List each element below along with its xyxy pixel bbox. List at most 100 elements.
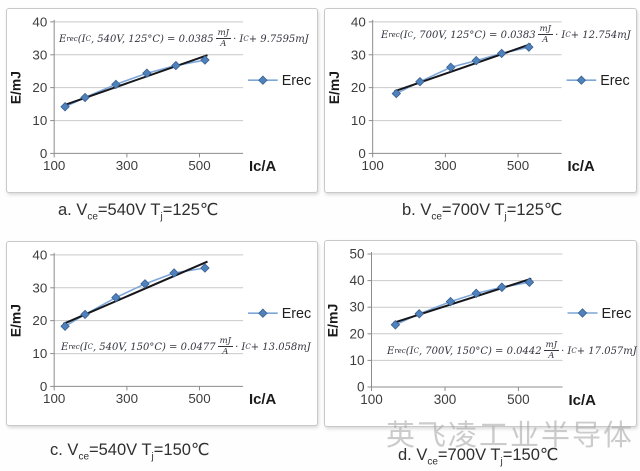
trendline — [393, 277, 532, 324]
y-axis-title: E/mJ — [8, 304, 24, 337]
y-tick-label: 10 — [349, 353, 364, 368]
x-tick-label: 100 — [43, 158, 65, 173]
y-tick-label: 50 — [349, 247, 364, 262]
data-point-marker — [446, 62, 456, 72]
x-axis-title: Ic/A — [249, 392, 276, 408]
y-axis-title: E/mJ — [325, 304, 341, 337]
caption-c: c. Vce=540V Tj=150℃ — [50, 441, 210, 463]
legend-label: Erec — [282, 73, 311, 89]
chart-a: 0 10 20 30 40 100 300 500 E/mJ Ic/A Erec — [7, 9, 317, 192]
legend-label: Erec — [600, 73, 629, 89]
data-point-marker — [471, 55, 481, 66]
y-tick-label: 40 — [32, 247, 47, 262]
legend: Erec — [567, 306, 632, 322]
legend: Erec — [248, 73, 311, 89]
data-point-marker — [169, 268, 179, 278]
y-tick-label: 20 — [349, 326, 364, 341]
y-tick-label: 30 — [349, 300, 364, 315]
x-tick-label: 300 — [116, 391, 138, 406]
erec-series-line — [395, 281, 530, 326]
trendline — [394, 43, 532, 93]
data-point-marker — [80, 92, 90, 103]
data-point-marker — [200, 55, 210, 65]
data-point-marker — [142, 68, 152, 78]
data-point-marker — [80, 309, 90, 320]
y-tick-label: 30 — [351, 47, 366, 62]
legend-marker — [577, 308, 588, 318]
x-tick-label: 500 — [188, 158, 210, 173]
caption-a: a. Vce=540V Tj=125℃ — [58, 201, 219, 223]
data-point-marker — [60, 321, 70, 331]
chart-svg: 0 10 20 30 40 50 100 300 500 E/mJ Ic/A Erec — [325, 247, 632, 410]
data-point-marker — [415, 76, 425, 87]
data-point-marker — [524, 277, 535, 287]
x-axis-title: Ic/A — [568, 159, 595, 175]
y-tick-label: 10 — [32, 113, 47, 128]
legend-label: Erec — [602, 306, 632, 322]
data-point-marker — [111, 79, 121, 90]
legend-marker — [576, 75, 587, 85]
y-tick-label: 0 — [40, 146, 47, 161]
data-point-marker — [497, 282, 507, 293]
x-tick-label: 300 — [434, 158, 456, 173]
data-point-marker — [140, 279, 150, 289]
data-point-marker — [445, 296, 456, 307]
y-tick-label: 40 — [349, 273, 364, 288]
caption-d: d. Vce=700V Tj=150℃ — [398, 446, 559, 468]
y-tick-label: 30 — [32, 47, 47, 62]
y-tick-label: 10 — [351, 113, 366, 128]
erec-series-line — [395, 46, 530, 95]
y-axis-title: E/mJ — [326, 71, 342, 104]
x-tick-label: 500 — [507, 158, 529, 173]
caption-b: b. Vce=700V Tj=125℃ — [402, 201, 563, 223]
data-point-marker — [496, 48, 507, 59]
y-tick-label: 0 — [357, 380, 365, 395]
y-tick-label: 0 — [358, 146, 365, 161]
chart-svg: 0 10 20 30 40 100 300 500 E/mJ Ic/A Erec — [326, 14, 630, 175]
data-point-marker — [471, 288, 481, 299]
x-axis-title: Ic/A — [249, 159, 276, 175]
y-tick-label: 0 — [40, 379, 47, 394]
x-tick-label: 300 — [116, 158, 138, 173]
y-tick-label: 20 — [351, 80, 366, 95]
y-tick-label: 30 — [32, 280, 47, 295]
data-point-marker — [414, 309, 425, 319]
legend-marker — [258, 75, 268, 85]
data-point-marker — [111, 292, 121, 303]
data-point-marker — [200, 263, 210, 273]
x-tick-label: 500 — [188, 391, 210, 406]
data-point-marker — [390, 320, 401, 330]
y-tick-label: 20 — [32, 313, 47, 328]
x-axis-title: Ic/A — [569, 392, 597, 409]
chart-c: 0 10 20 30 40 100 300 500 E/mJ Ic/A Erec — [7, 242, 317, 425]
y-tick-label: 20 — [32, 80, 47, 95]
y-tick-label: 40 — [32, 14, 47, 29]
legend: Erec — [248, 306, 311, 322]
data-point-marker — [391, 88, 402, 99]
y-axis-title: E/mJ — [8, 71, 24, 104]
chart-d: 0 10 20 30 40 50 100 300 500 E/mJ Ic/A Erec — [325, 241, 636, 426]
data-point-marker — [524, 42, 534, 52]
x-tick-label: 300 — [434, 392, 457, 407]
legend-label: Erec — [282, 306, 311, 322]
chart-svg: 0 10 20 30 40 100 300 500 E/mJ Ic/A Erec — [8, 247, 312, 408]
legend: Erec — [566, 73, 630, 89]
x-tick-label: 100 — [43, 391, 65, 406]
chart-svg: 0 10 20 30 40 100 300 500 E/mJ Ic/A Erec — [8, 14, 312, 175]
legend-marker — [258, 308, 268, 318]
x-tick-label: 100 — [362, 158, 384, 173]
data-point-marker — [60, 102, 70, 112]
y-tick-label: 10 — [32, 346, 47, 361]
chart-b: 0 10 20 30 40 100 300 500 E/mJ Ic/A Erec — [325, 9, 636, 192]
data-point-marker — [171, 60, 181, 71]
y-tick-label: 40 — [351, 14, 366, 29]
